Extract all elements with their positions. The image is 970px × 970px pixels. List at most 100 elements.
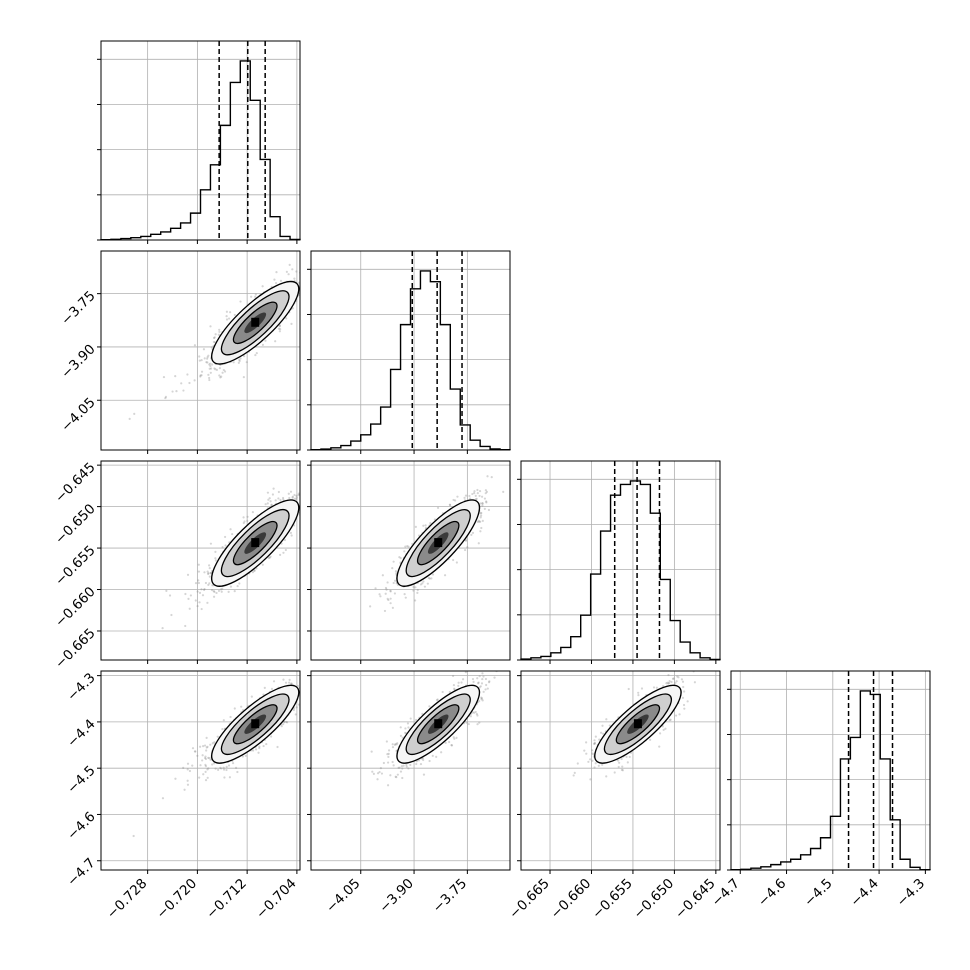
scatter-point [236,584,239,588]
scatter-point [200,374,203,377]
scatter-point [284,548,287,552]
scatter-point [186,573,190,576]
scatter-point [683,707,686,710]
scatter-point [245,361,248,364]
scatter-point [197,579,200,582]
scatter-point [465,721,468,724]
scatter-point [406,722,410,725]
scatter-point [239,357,242,360]
scatter-point [404,545,407,548]
scatter-point [421,712,424,715]
scatter-point [204,763,207,766]
scatter-point [274,281,278,285]
scatter-point [203,587,206,591]
scatter-point [308,285,310,287]
scatter-point [315,283,317,285]
scatter-point [593,739,596,742]
scatter-point [197,581,201,585]
scatter-point [652,686,656,689]
scatter-point [265,742,268,746]
scatter-point [200,359,203,362]
scatter-point [289,490,293,493]
scatter-point [225,315,228,318]
scatter-point [287,273,290,276]
scatter-point [490,476,493,479]
scatter-point [244,754,247,757]
scatter-point [198,591,202,594]
scatter-point [307,691,309,693]
scatter-point [466,546,469,549]
scatter-point [389,602,392,605]
scatter-point [471,711,474,714]
scatter-point [267,556,270,560]
scatter-point [421,582,424,585]
scatter-point [228,776,232,779]
scatter-point [471,492,474,496]
scatter-point [297,281,300,284]
scatter-point [422,580,425,583]
scatter-point [389,589,392,592]
scatter-point [209,758,212,761]
scatter-point [429,521,432,525]
scatter-point [164,396,167,400]
scatter-point [419,583,423,586]
scatter-point [453,737,456,740]
scatter-point [389,590,392,593]
scatter-point [219,376,222,379]
scatter-point [463,496,466,499]
scatter-point [303,695,305,697]
scatter-point [480,511,483,515]
scatter-point [480,526,483,530]
scatter-point [392,581,395,585]
scatter-point [266,491,270,494]
scatter-point [302,686,304,688]
scatter-point [409,763,412,767]
scatter-point [214,767,217,770]
scatter-point [473,490,476,493]
scatter-point [667,681,671,685]
scatter-point [290,682,293,685]
scatter-point [468,494,471,498]
scatter-point [242,376,245,379]
scatter-point [370,750,373,753]
scatter-point [387,755,390,758]
scatter-point [481,519,484,522]
scatter-point [206,570,209,573]
scatter-point [337,476,339,478]
scatter-point [480,696,483,699]
scatter-point [479,516,482,519]
scatter-point [206,357,209,360]
scatter-point [281,496,285,500]
scatter-point [336,473,338,475]
density-peak [251,538,260,548]
scatter-point [674,681,677,684]
scatter-point [305,699,307,701]
scatter-point [186,762,190,765]
scatter-point [405,765,408,768]
scatter-point [225,310,228,313]
scatter-point [225,765,228,769]
scatter-point [601,763,604,766]
scatter-point [470,533,473,536]
scatter-point [477,542,480,545]
scatter-point [221,371,224,374]
scatter-point [213,336,216,339]
scatter-point [430,577,433,580]
scatter-point [301,684,303,686]
scatter-point [209,542,213,545]
scatter-point [480,495,484,498]
scatter-point [170,613,173,617]
scatter-point [387,598,390,602]
scatter-point [389,774,392,777]
scatter-point [386,581,389,584]
scatter-point [372,772,375,775]
scatter-point [304,695,306,697]
scatter-point [675,680,678,683]
scatter-point [469,715,472,718]
scatter-point [229,311,232,314]
scatter-point [477,681,480,684]
scatter-point [233,313,236,317]
scatter-point [339,655,341,657]
scatter-point [196,604,199,608]
